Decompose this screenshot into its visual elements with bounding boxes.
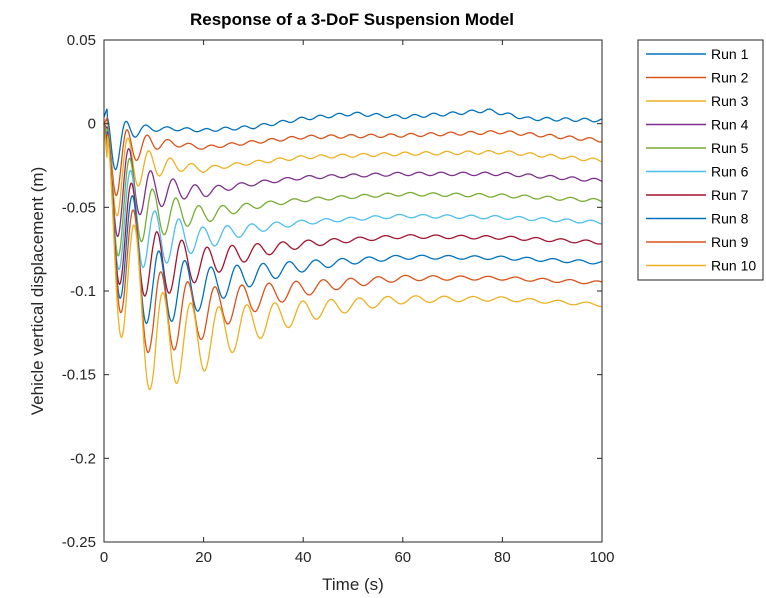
series-lines [103, 108, 603, 391]
x-tick-label: 80 [494, 549, 511, 566]
series-line-run-5 [103, 123, 603, 257]
x-tick-label: 0 [100, 549, 108, 566]
y-tick-label: -0.2 [70, 450, 96, 467]
series-line-run-7 [103, 123, 603, 297]
series-line-run-8 [103, 123, 603, 325]
legend-label: Run 9 [711, 234, 749, 250]
x-tick-label: 20 [195, 549, 212, 566]
legend-label: Run 5 [711, 140, 749, 156]
legend-label: Run 4 [711, 117, 749, 133]
x-axis-ticks: 0 20 40 60 80 100 [100, 40, 615, 566]
y-tick-label: -0.05 [62, 199, 96, 216]
series-line-run-10 [103, 123, 603, 391]
x-tick-label: 100 [589, 549, 614, 566]
legend-label: Run 7 [711, 187, 749, 203]
series-line-run-4 [103, 123, 603, 238]
y-tick-label: -0.25 [62, 534, 96, 551]
series-line-run-6 [103, 123, 603, 271]
x-axis-label: Time (s) [322, 575, 384, 594]
legend-label: Run 8 [711, 211, 749, 227]
y-axis-ticks: 0.05 0 -0.05 -0.1 -0.15 -0.2 -0.25 [62, 32, 602, 551]
axes-box [103, 39, 603, 543]
legend-label: Run 1 [711, 46, 749, 62]
y-tick-label: -0.1 [70, 283, 96, 300]
x-tick-label: 40 [295, 549, 312, 566]
legend-box [637, 39, 764, 281]
legend-label: Run 10 [711, 258, 756, 274]
y-tick-label: 0.05 [67, 32, 96, 49]
series-line-run-1 [103, 108, 603, 171]
y-tick-label: -0.15 [62, 367, 96, 384]
series-line-run-9 [103, 123, 603, 354]
legend-label: Run 2 [711, 70, 749, 86]
legend-label: Run 6 [711, 164, 749, 180]
legend: Run 1 Run 2 Run 3 Run 4 Run 5 Run 6 Run 7 Run 8… [637, 39, 764, 281]
x-tick-label: 60 [394, 549, 411, 566]
series-line-run-3 [103, 122, 603, 217]
chart-title: Response of a 3-DoF Suspension Model [190, 10, 514, 29]
y-tick-label: 0 [88, 116, 96, 133]
legend-label: Run 3 [711, 93, 749, 109]
series-line-run-2 [103, 116, 603, 197]
y-axis-label: Vehicle vertical displacement (m) [28, 167, 47, 415]
